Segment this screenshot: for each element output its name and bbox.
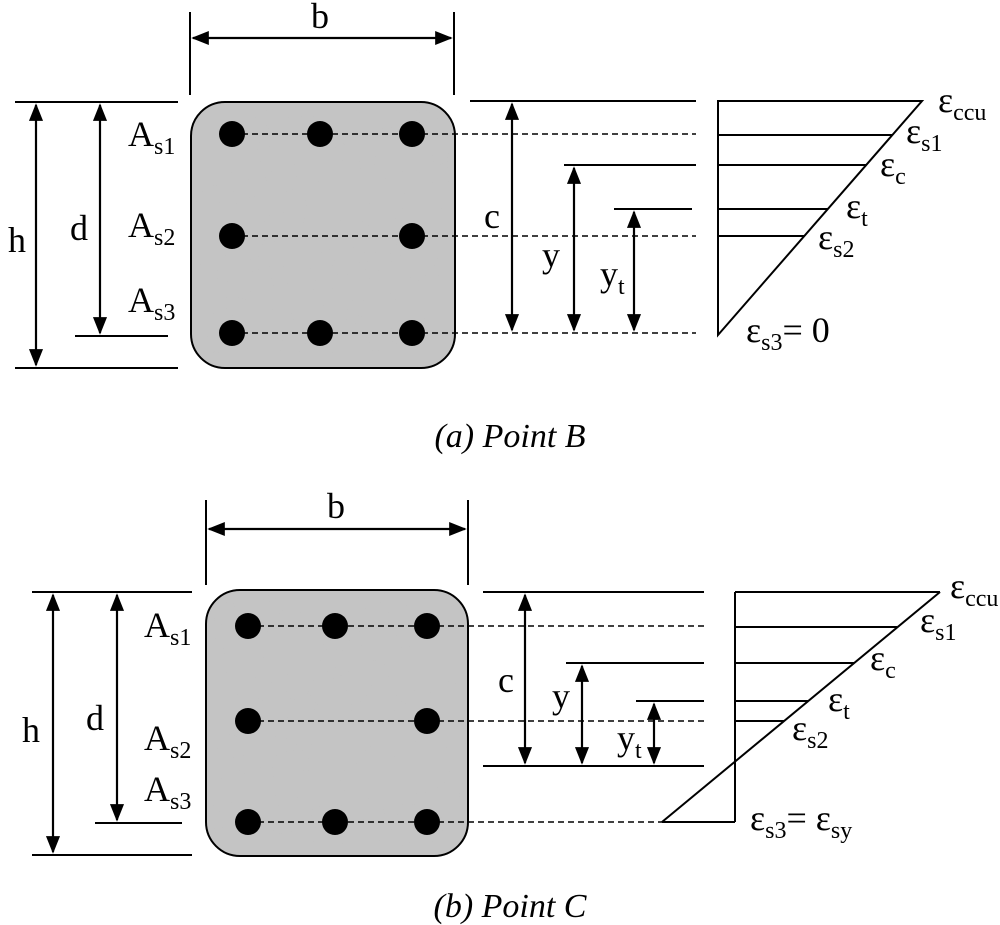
caption-a: (a) Point B: [434, 418, 585, 455]
steel-label-1: As1: [128, 114, 175, 160]
depth-label: d: [86, 698, 104, 738]
height-label: h: [8, 220, 26, 260]
strain-label-s2: εs2: [792, 708, 828, 754]
strain-label-ccu: εccu: [950, 566, 998, 612]
panel-a: b h d As1 As2 As3: [8, 0, 986, 455]
rebar: [399, 121, 425, 147]
rebar: [235, 809, 261, 835]
y-label: y: [552, 676, 570, 716]
strain-profile: [661, 591, 941, 823]
rebar: [307, 121, 333, 147]
rebar: [322, 809, 348, 835]
steel-label-3: As3: [144, 769, 191, 815]
rebar: [235, 613, 261, 639]
rebar: [219, 223, 245, 249]
concrete-texture: [206, 590, 468, 856]
steel-label-2: As2: [128, 205, 175, 251]
panel-b: b h d As1 As2 As3: [22, 486, 998, 925]
strain-triangle: [717, 100, 925, 338]
caption-b: (b) Point C: [434, 888, 587, 925]
strain-label-t: εt: [846, 186, 868, 232]
rebar: [414, 613, 440, 639]
strain-label-s1: εs1: [906, 111, 942, 157]
rebar: [307, 320, 333, 346]
concrete-texture: [191, 102, 455, 368]
steel-label-2: As2: [144, 718, 191, 764]
strain-label-t: εt: [828, 679, 850, 725]
strain-label-c: εc: [870, 638, 896, 684]
strain-label-ccu: εccu: [938, 80, 986, 126]
width-label: b: [327, 486, 345, 526]
rebar: [219, 320, 245, 346]
rebar: [414, 708, 440, 734]
rebar: [322, 613, 348, 639]
neutral-depth-label: c: [484, 196, 500, 236]
steel-label-3: As3: [128, 280, 175, 326]
yt-label: yt: [617, 718, 642, 764]
strain-label-s2: εs2: [818, 217, 854, 263]
rebar: [235, 708, 261, 734]
steel-label-1: As1: [144, 605, 191, 651]
rebar: [399, 223, 425, 249]
depth-label: d: [70, 208, 88, 248]
rebar: [399, 320, 425, 346]
strain-label-c: εc: [880, 144, 906, 190]
neutral-depth-label: c: [498, 660, 514, 700]
width-label: b: [311, 0, 329, 36]
y-label: y: [542, 235, 560, 275]
rebar: [414, 809, 440, 835]
strain-label-s3: εs3= εsy: [750, 798, 852, 844]
rebar: [219, 121, 245, 147]
strain-label-s1: εs1: [920, 600, 956, 646]
strain-label-s3: εs3= 0: [746, 310, 830, 356]
concrete-section: [190, 101, 456, 369]
concrete-section: [205, 589, 469, 857]
yt-label: yt: [600, 254, 625, 300]
height-label: h: [22, 710, 40, 750]
